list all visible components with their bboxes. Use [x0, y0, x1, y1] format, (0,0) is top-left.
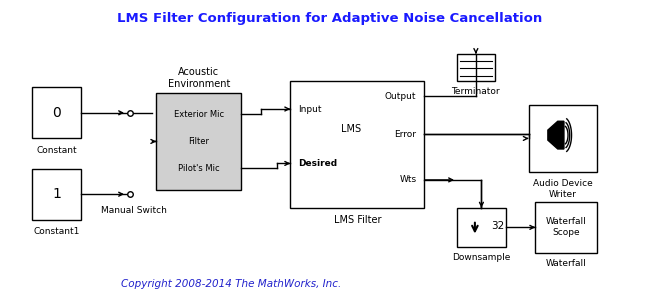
Text: Output: Output — [385, 92, 416, 101]
Bar — [529, 105, 598, 172]
Text: Error: Error — [394, 130, 416, 139]
Bar — [457, 208, 506, 247]
Text: Copyright 2008-2014 The MathWorks, Inc.: Copyright 2008-2014 The MathWorks, Inc. — [121, 279, 341, 289]
Bar — [535, 202, 598, 253]
Text: Waterfall
Scope: Waterfall Scope — [546, 217, 587, 237]
Text: LMS: LMS — [341, 124, 360, 134]
Text: Wts: Wts — [399, 175, 416, 185]
Text: Constant1: Constant1 — [34, 227, 80, 236]
Text: Input: Input — [298, 104, 322, 114]
Text: 0: 0 — [52, 106, 61, 120]
Text: 1: 1 — [52, 187, 61, 201]
Text: Downsample: Downsample — [452, 253, 511, 262]
Text: Audio Device
Writer: Audio Device Writer — [533, 179, 593, 199]
Text: Desired: Desired — [298, 159, 337, 168]
Text: Terminator: Terminator — [451, 87, 500, 96]
Bar — [32, 87, 81, 138]
Bar — [156, 93, 241, 190]
Bar — [32, 169, 81, 220]
Text: LMS Filter Configuration for Adaptive Noise Cancellation: LMS Filter Configuration for Adaptive No… — [117, 12, 542, 25]
Polygon shape — [548, 121, 564, 149]
Text: LMS Filter: LMS Filter — [333, 215, 381, 225]
Text: Pilot's Mic: Pilot's Mic — [178, 164, 219, 173]
Text: Manual Switch: Manual Switch — [101, 206, 167, 215]
Bar — [457, 54, 495, 81]
Text: Exterior Mic: Exterior Mic — [174, 110, 224, 119]
Text: Waterfall: Waterfall — [546, 259, 587, 268]
Bar — [291, 81, 424, 208]
Text: Acoustic
Environment: Acoustic Environment — [167, 67, 230, 89]
Text: 32: 32 — [491, 221, 505, 231]
Text: Filter: Filter — [188, 137, 210, 146]
Text: Constant: Constant — [36, 146, 77, 155]
